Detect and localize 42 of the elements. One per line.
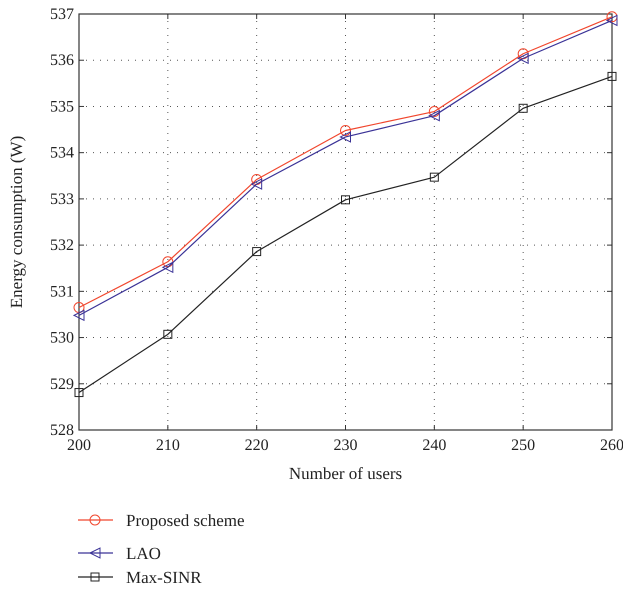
y-tick-label: 534 (50, 144, 74, 162)
y-tick-label: 528 (50, 422, 74, 439)
point (162, 256, 174, 268)
y-tick-label: 537 (50, 6, 74, 23)
point (430, 172, 439, 182)
point (428, 106, 440, 118)
x-tick-label: 200 (67, 437, 91, 454)
y-tick-label: 531 (50, 283, 74, 300)
y-axis-title: Energy consumption (W) (7, 136, 26, 308)
x-tick-label: 210 (156, 437, 180, 454)
point (518, 48, 529, 60)
x-tick-label: 250 (511, 437, 536, 454)
point (162, 262, 174, 273)
x-tick-label: 230 (334, 437, 358, 454)
point (251, 174, 262, 185)
legend-label: LAO (126, 544, 161, 563)
point (251, 178, 262, 190)
y-tick-label: 529 (50, 376, 74, 393)
x-tick-label: 220 (244, 437, 269, 454)
point (340, 124, 351, 136)
point (518, 52, 529, 64)
point (340, 131, 351, 142)
point (341, 195, 350, 204)
y-tick-label: 535 (50, 98, 74, 116)
point (428, 110, 440, 122)
point (608, 72, 616, 81)
point (252, 247, 262, 256)
point (606, 14, 618, 26)
legend-label: Proposed scheme (126, 511, 245, 530)
x-axis-title: Number of users (288, 464, 402, 483)
point (518, 104, 528, 113)
point (163, 330, 172, 339)
point (74, 302, 84, 314)
legend-label: Max-SINR (126, 568, 202, 587)
y-tick-label: 532 (50, 237, 74, 254)
point (74, 310, 84, 321)
point (74, 388, 84, 398)
y-tick-label: 536 (50, 52, 74, 70)
point (606, 11, 618, 22)
x-tick-label: 240 (422, 437, 446, 454)
y-tick-label: 530 (50, 330, 74, 347)
y-tick-label: 533 (50, 190, 74, 208)
